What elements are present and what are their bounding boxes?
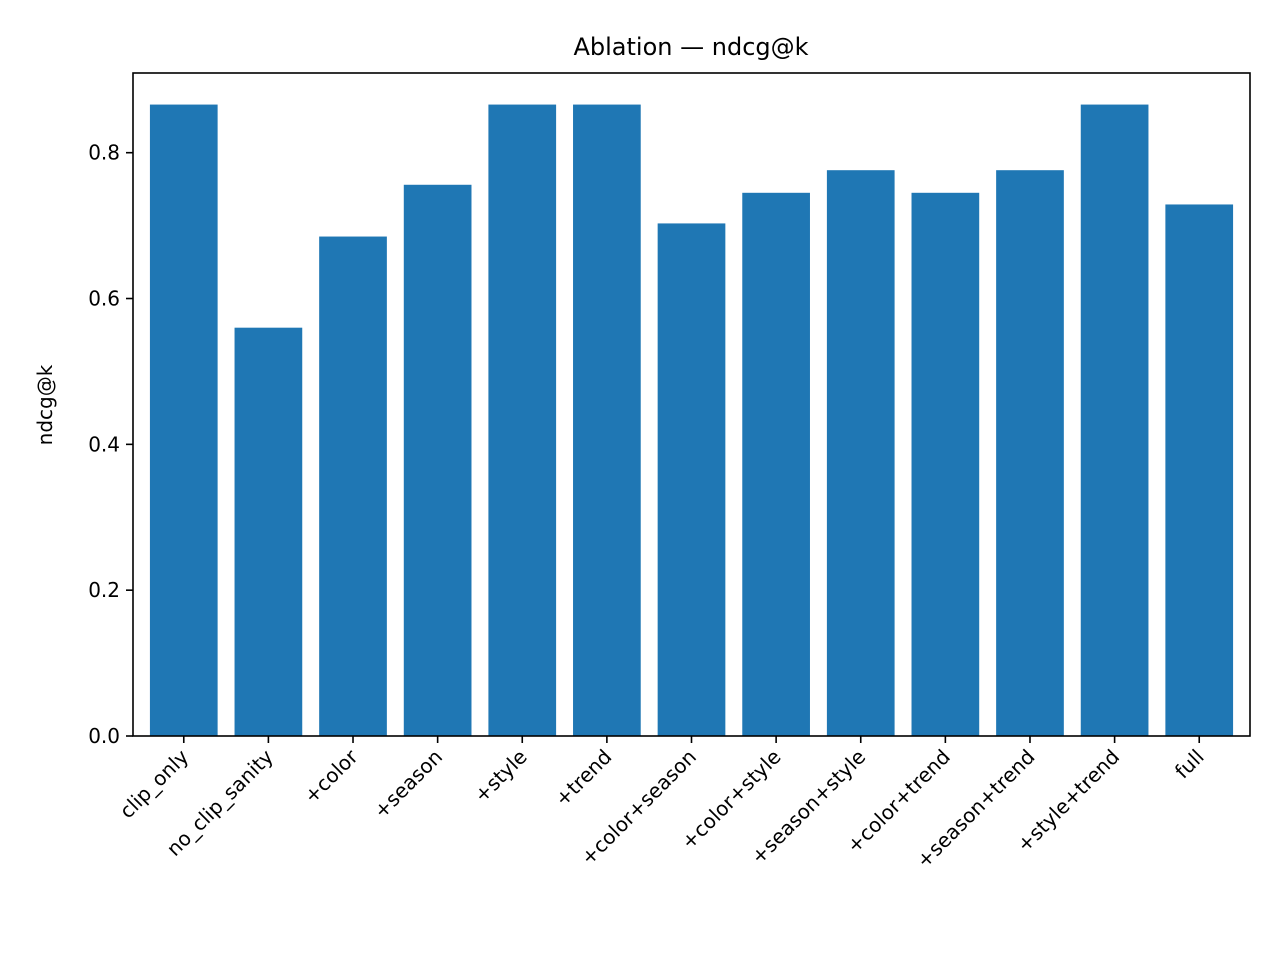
chart-title: Ablation — ndcg@k: [573, 33, 808, 61]
bar-5: [573, 104, 641, 737]
bar-0: [149, 104, 218, 737]
bar-12: [1165, 204, 1234, 737]
bar-11: [1080, 104, 1149, 737]
y-tick-label-0: 0.0: [88, 724, 120, 748]
bar-2: [319, 236, 387, 736]
y-axis-label: ndcg@k: [33, 364, 57, 445]
y-tick-label-4: 0.8: [88, 141, 120, 165]
bar-4: [488, 104, 557, 737]
bar-1: [234, 327, 303, 736]
bar-7: [742, 192, 810, 736]
plot-frame: [132, 72, 1251, 737]
bar-6: [657, 223, 726, 737]
y-tick-label-3: 0.6: [88, 287, 120, 311]
bar-10: [996, 170, 1064, 736]
y-axis: 0.0 0.2 0.4 0.6 0.8: [88, 141, 133, 748]
bars-group: [149, 104, 1234, 737]
bar-3: [403, 184, 472, 736]
y-tick-label-1: 0.2: [88, 578, 120, 602]
bar-8: [826, 170, 895, 736]
y-tick-label-2: 0.4: [88, 432, 120, 456]
bar-9: [911, 192, 980, 736]
